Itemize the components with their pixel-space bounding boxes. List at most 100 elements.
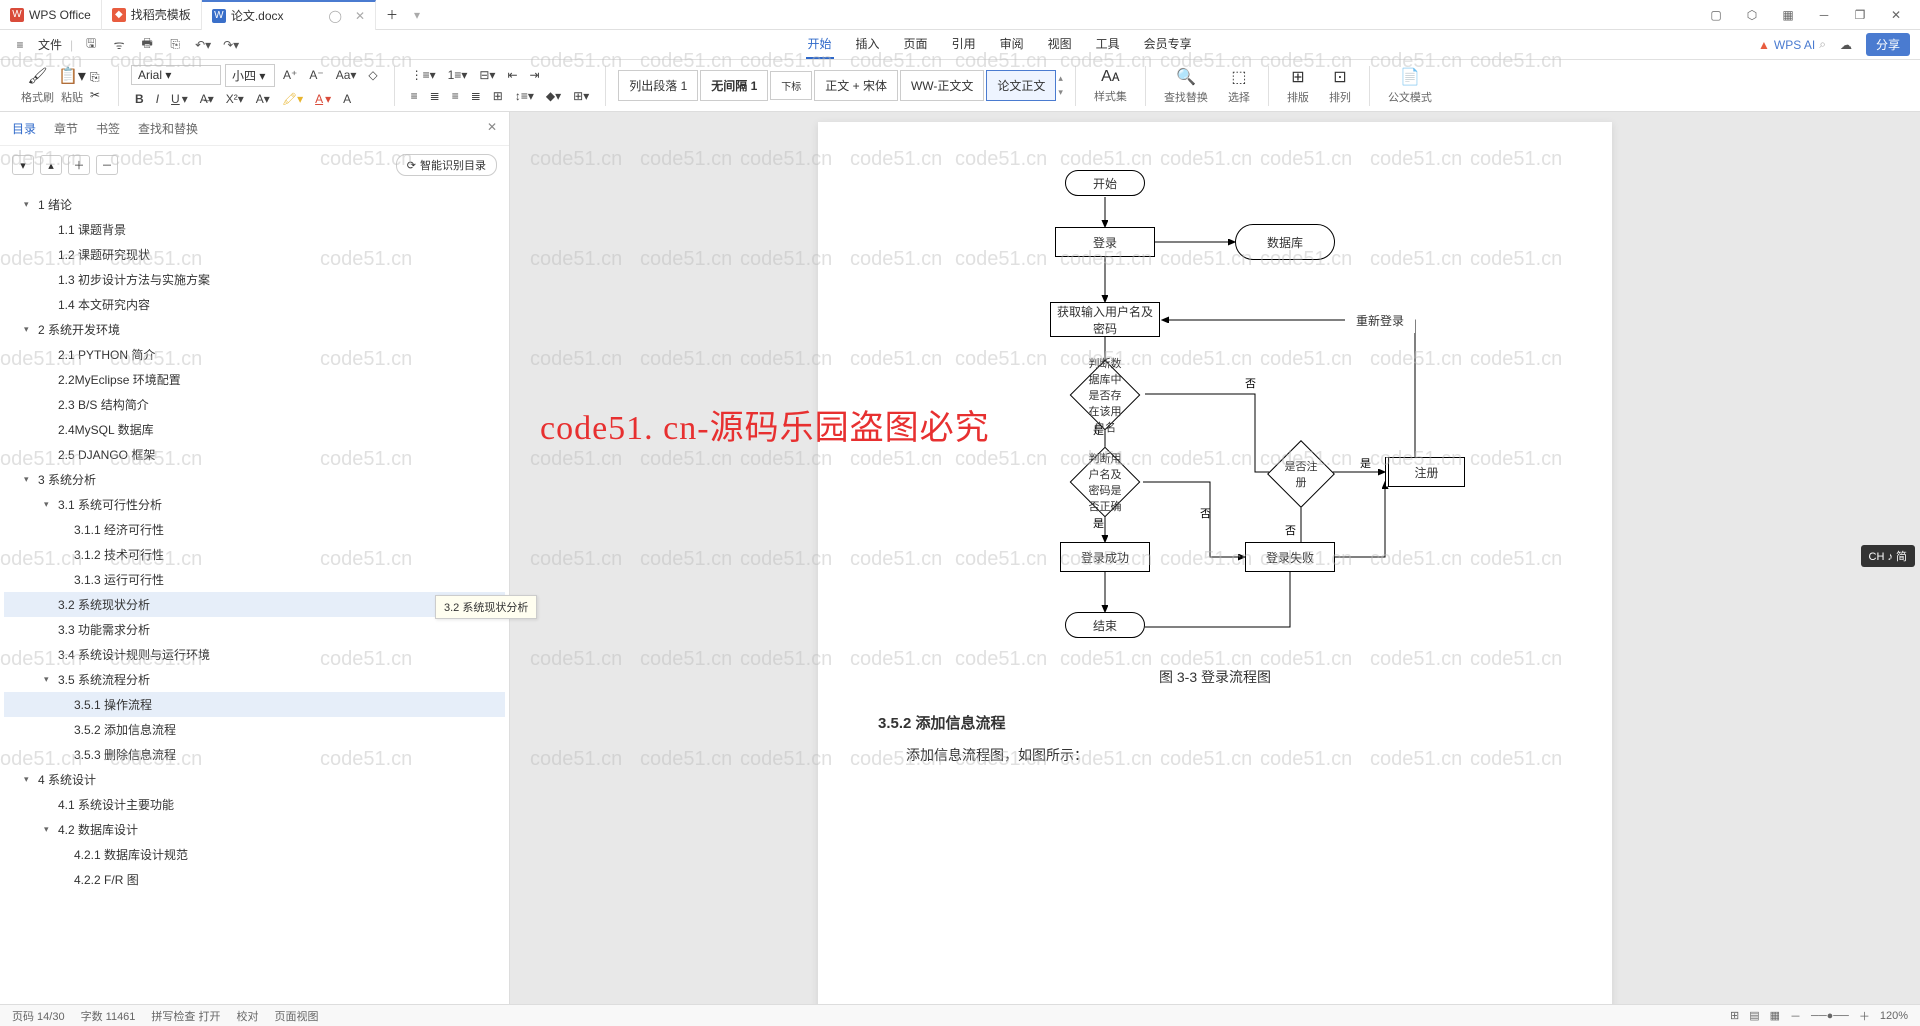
toc-item[interactable]: 1.4 本文研究内容 (4, 292, 505, 317)
change-case-icon[interactable]: Aa▾ (332, 66, 361, 84)
decrease-font-icon[interactable]: A⁻ (305, 66, 327, 84)
format-painter-icon[interactable]: 🖌 (27, 66, 47, 86)
status-track[interactable]: 校对 (236, 1008, 258, 1024)
maximize-button[interactable]: ❐ (1846, 1, 1874, 29)
align-group[interactable]: ⊡ 排列 (1323, 67, 1357, 105)
toc-item[interactable]: ▾1 绪论 (4, 192, 505, 217)
toc-item[interactable]: 1.2 课题研究现状 (4, 242, 505, 267)
expand-all-icon[interactable]: ▴ (40, 155, 62, 175)
decrease-indent-icon[interactable]: ⇤ (503, 66, 521, 84)
search-icon[interactable]: ⌕ (1819, 37, 1826, 52)
zoom-out-icon[interactable]: － (1790, 1008, 1801, 1024)
toc-item[interactable]: 2.1 PYTHON 简介 (4, 342, 505, 367)
app-icon-2[interactable]: ⬡ (1738, 1, 1766, 29)
export-icon[interactable]: ⎘ (165, 35, 185, 55)
chevron-down-icon[interactable]: ▾ (44, 499, 54, 510)
new-tab-button[interactable]: ＋ (376, 0, 408, 30)
copy-icon[interactable]: ⎘ (90, 70, 100, 85)
sidebar-close-icon[interactable]: ✕ (487, 120, 497, 134)
document-area[interactable]: 是 否 是 否 是 否 开始 登录 数据库 获取输入用户名及密码 重新登录 判断… (510, 112, 1920, 1008)
tab-menu-icon[interactable]: ◯ (329, 9, 342, 23)
toc-item[interactable]: 4.2.1 数据库设计规范 (4, 842, 505, 867)
view-icon-1[interactable]: ⊞ (1730, 1009, 1739, 1022)
justify-icon[interactable]: ≣ (467, 87, 485, 105)
distribute-icon[interactable]: ⊞ (489, 87, 507, 105)
font-family-select[interactable]: Arial ▾ (131, 65, 221, 85)
docmode-group[interactable]: 📄 公文模式 (1382, 67, 1438, 105)
zoom-slider[interactable]: ──●── (1811, 1010, 1849, 1022)
chevron-down-icon[interactable]: ▾ (24, 474, 34, 485)
print-preview-icon[interactable]: 🖶 (137, 35, 157, 55)
tab-document[interactable]: W 论文.docx ◯ ✕ (202, 0, 376, 30)
minimize-button[interactable]: ─ (1810, 1, 1838, 29)
toc-item[interactable]: 3.1.1 经济可行性 (4, 517, 505, 542)
remove-item-icon[interactable]: － (96, 155, 118, 175)
toc-item[interactable]: 1.1 课题背景 (4, 217, 505, 242)
align-center-icon[interactable]: ≣ (426, 87, 444, 105)
status-page[interactable]: 页码 14/30 (12, 1008, 65, 1024)
redo-icon[interactable]: ↷▾ (221, 35, 241, 55)
toc-item[interactable]: 3.3 功能需求分析 (4, 617, 505, 642)
view-icon-3[interactable]: ▦ (1770, 1009, 1780, 1022)
status-words[interactable]: 字数 11461 (81, 1008, 136, 1024)
style-para1[interactable]: 列出段落 1 (618, 70, 698, 101)
numbering-icon[interactable]: 1≡▾ (444, 66, 472, 84)
sidetab-chapter[interactable]: 章节 (54, 120, 78, 137)
tab-start[interactable]: 开始 (806, 30, 834, 59)
toc-item[interactable]: 2.5 DJANGO 框架 (4, 442, 505, 467)
save-icon[interactable]: 🖫 (81, 35, 101, 55)
tab-insert[interactable]: 插入 (854, 30, 882, 59)
print-icon[interactable]: ᯤ (109, 35, 129, 55)
find-group[interactable]: 🔍 查找替换 (1158, 67, 1214, 105)
font-size-select[interactable]: 小四 ▾ (225, 64, 275, 87)
close-button[interactable]: ✕ (1882, 1, 1910, 29)
toc-item[interactable]: 3.1.2 技术可行性 (4, 542, 505, 567)
toc-item[interactable]: ▾3.5 系统流程分析 (4, 667, 505, 692)
toc-item[interactable]: 3.1.3 运行可行性 (4, 567, 505, 592)
multilevel-icon[interactable]: ⊟▾ (475, 66, 499, 84)
font-color-icon[interactable]: A▾ (311, 90, 335, 108)
style-up-icon[interactable]: ▴ (1058, 73, 1063, 84)
clear-format-icon[interactable]: ◇ (364, 66, 381, 84)
sidetab-toc[interactable]: 目录 (12, 120, 36, 137)
style-nospace[interactable]: 无间隔 1 (700, 70, 768, 101)
close-tab-icon[interactable]: ✕ (355, 9, 365, 23)
toc-item[interactable]: 3.5.2 添加信息流程 (4, 717, 505, 742)
tab-review[interactable]: 审阅 (998, 30, 1026, 59)
app-icon-1[interactable]: ▢ (1702, 1, 1730, 29)
paste-icon[interactable]: 📋▾ (58, 66, 86, 86)
toc-item[interactable]: 2.4MySQL 数据库 (4, 417, 505, 442)
tab-template[interactable]: ◆ 找稻壳模板 (102, 0, 202, 30)
underline-icon[interactable]: U▾ (167, 90, 192, 108)
chevron-down-icon[interactable]: ▾ (24, 774, 34, 785)
hamburger-icon[interactable]: ≡ (10, 35, 30, 55)
toc-item[interactable]: 2.3 B/S 结构简介 (4, 392, 505, 417)
toc-item[interactable]: 3.4 系统设计规则与运行环境 (4, 642, 505, 667)
sort-group[interactable]: ⊞ 排版 (1281, 67, 1315, 105)
line-spacing-icon[interactable]: ↕≡▾ (511, 87, 538, 105)
bold-icon[interactable]: B (131, 90, 148, 108)
toc-item[interactable]: ▾2 系统开发环境 (4, 317, 505, 342)
undo-icon[interactable]: ↶▾ (193, 35, 213, 55)
app-icon-3[interactable]: ▦ (1774, 1, 1802, 29)
tab-view[interactable]: 视图 (1046, 30, 1074, 59)
styleset-group[interactable]: Aᴀ 样式集 (1088, 68, 1133, 104)
smart-toc-button[interactable]: ⟳ 智能识别目录 (396, 154, 497, 176)
tab-tools[interactable]: 工具 (1094, 30, 1122, 59)
toc-item[interactable]: 3.2 系统现状分析 (4, 592, 505, 617)
tab-page[interactable]: 页面 (902, 30, 930, 59)
tab-member[interactable]: 会员专享 (1142, 30, 1194, 59)
toc-item[interactable]: 3.5.1 操作流程 (4, 692, 505, 717)
status-layout[interactable]: 页面视图 (274, 1008, 318, 1024)
align-right-icon[interactable]: ≡ (448, 87, 463, 105)
tab-dropdown-icon[interactable]: ▾ (408, 8, 426, 22)
select-group[interactable]: ⬚ 选择 (1222, 67, 1256, 105)
toc-item[interactable]: 3.5.3 删除信息流程 (4, 742, 505, 767)
status-spellcheck[interactable]: 拼写检查 打开 (151, 1008, 220, 1024)
chevron-down-icon[interactable]: ▾ (44, 824, 54, 835)
zoom-in-icon[interactable]: ＋ (1859, 1008, 1870, 1024)
sidetab-bookmark[interactable]: 书签 (96, 120, 120, 137)
zoom-value[interactable]: 120% (1880, 1010, 1908, 1022)
toc-item[interactable]: ▾4 系统设计 (4, 767, 505, 792)
share-button[interactable]: 分享 (1866, 33, 1910, 56)
